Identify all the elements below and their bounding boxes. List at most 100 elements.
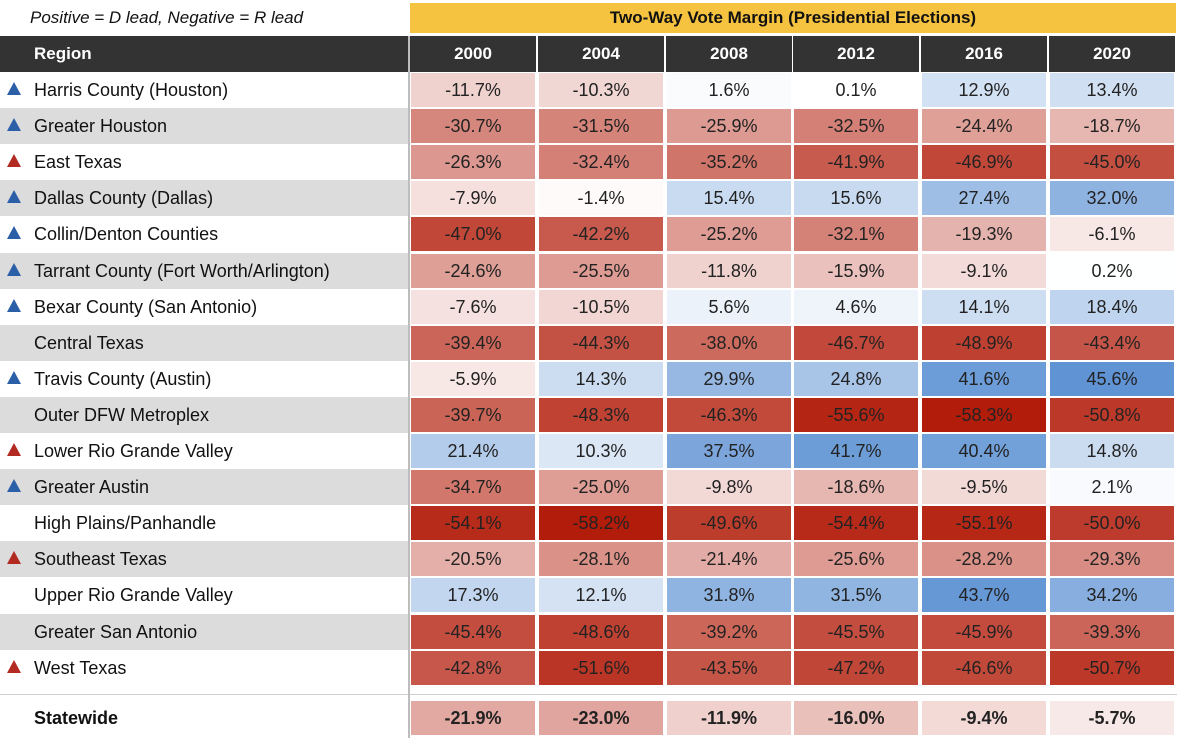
- margin-cell-2000: -21.9%: [411, 701, 535, 735]
- margin-cell-2004: -32.4%: [539, 145, 663, 180]
- margin-cell-2004: -25.5%: [539, 253, 663, 288]
- margin-cell-2020: 34.2%: [1050, 578, 1174, 613]
- margin-cell-2000: -54.1%: [411, 506, 535, 541]
- margin-cell-2008: -9.8%: [667, 470, 791, 505]
- margin-cell-2020: 45.6%: [1050, 361, 1174, 396]
- region-name: Dallas County (Dallas): [34, 188, 214, 209]
- table-row: Dallas County (Dallas) -7.9% -1.4% 15.4% 15.…: [0, 180, 1177, 217]
- margin-cell-2000: -34.7%: [411, 470, 535, 505]
- region-name: East Texas: [34, 152, 122, 173]
- region-name: Upper Rio Grande Valley: [34, 585, 233, 606]
- region-name: Outer DFW Metroplex: [34, 404, 210, 425]
- margin-cell-2020: 18.4%: [1050, 289, 1174, 324]
- margin-cell-2008: -11.9%: [667, 701, 791, 735]
- margin-cell-2012: -47.2%: [794, 650, 918, 685]
- region-name: Lower Rio Grande Valley: [34, 441, 233, 461]
- table-row: Bexar County (San Antonio) -7.6% -10.5% 5.6…: [0, 289, 1177, 325]
- margin-cell-2020: -45.0%: [1050, 145, 1174, 180]
- table-row: Greater Houston -30.7% -31.5% -25.9% -32.5% -…: [0, 108, 1177, 145]
- region-name: Travis County (Austin): [34, 368, 212, 389]
- margin-cell-2008: 5.6%: [667, 289, 791, 324]
- margin-cell-2016: -28.2%: [922, 542, 1046, 577]
- region-label: Upper Rio Grande Valley: [0, 577, 408, 613]
- header-year-2000: 2000: [410, 36, 536, 72]
- region-label: Central Texas: [0, 324, 408, 361]
- margin-cell-2008: -46.3%: [667, 397, 791, 432]
- margin-cell-2004: -48.3%: [539, 397, 663, 432]
- blue-up-triangle-icon: [7, 479, 21, 493]
- margin-cell-2016: -46.6%: [922, 650, 1046, 685]
- region-label: Greater Austin: [0, 469, 408, 506]
- region-label: Dallas County (Dallas): [0, 180, 408, 217]
- margin-cell-2008: -35.2%: [667, 145, 791, 180]
- margin-cell-2016: -9.5%: [922, 470, 1046, 505]
- region-label: Bexar County (San Antonio): [0, 289, 408, 325]
- blue-up-triangle-icon: [7, 118, 21, 132]
- margin-cell-2020: 0.2%: [1050, 253, 1174, 288]
- margin-cell-2020: -43.4%: [1050, 325, 1174, 360]
- margin-cell-2004: -58.2%: [539, 506, 663, 541]
- margin-cell-2004: -10.5%: [539, 289, 663, 324]
- margin-cell-2016: -55.1%: [922, 506, 1046, 541]
- margin-cell-2000: -7.9%: [411, 181, 535, 216]
- margin-cell-2020: -50.0%: [1050, 506, 1174, 541]
- margin-cell-2004: -48.6%: [539, 614, 663, 649]
- column-separator: [408, 36, 410, 738]
- region-label: High Plains/Panhandle: [0, 505, 408, 541]
- margin-cell-2020: -50.8%: [1050, 397, 1174, 432]
- margin-cell-2008: -39.2%: [667, 614, 791, 649]
- table-row: Central Texas -39.4% -44.3% -38.0% -46.7% -48…: [0, 324, 1177, 361]
- table-row: East Texas -26.3% -32.4% -35.2% -41.9% -46.9%…: [0, 144, 1177, 180]
- margin-cell-2020: -50.7%: [1050, 650, 1174, 685]
- margin-cell-2004: 14.3%: [539, 361, 663, 396]
- region-name: Central Texas: [34, 332, 144, 353]
- margin-cell-2020: 13.4%: [1050, 73, 1174, 107]
- table-row: Travis County (Austin) -5.9% 14.3% 29.9% 24.…: [0, 361, 1177, 397]
- margin-cell-2012: 4.6%: [794, 289, 918, 324]
- red-up-triangle-icon: [7, 154, 21, 168]
- header-year-2016: 2016: [921, 36, 1047, 72]
- margin-cell-2012: -55.6%: [794, 397, 918, 432]
- table-row: Upper Rio Grande Valley 17.3% 12.1% 31.8% 31…: [0, 577, 1177, 613]
- region-label: Greater Houston: [0, 108, 408, 145]
- margin-cell-2008: -25.9%: [667, 109, 791, 144]
- margin-cell-2004: -31.5%: [539, 109, 663, 144]
- margin-cell-2016: -46.9%: [922, 145, 1046, 180]
- region-label: Lower Rio Grande Valley: [0, 433, 408, 469]
- region-label: Greater San Antonio: [0, 613, 408, 650]
- margin-cell-2012: -18.6%: [794, 470, 918, 505]
- table-row: West Texas -42.8% -51.6% -43.5% -47.2% -46.6%…: [0, 650, 1177, 686]
- region-name: Greater Houston: [34, 116, 168, 137]
- blue-up-triangle-icon: [7, 370, 21, 384]
- margin-cell-2000: -39.7%: [411, 397, 535, 432]
- margin-cell-2004: -25.0%: [539, 470, 663, 505]
- red-up-triangle-icon: [7, 659, 21, 673]
- margin-cell-2008: -43.5%: [667, 650, 791, 685]
- margin-cell-2004: 10.3%: [539, 434, 663, 468]
- blue-up-triangle-icon: [7, 262, 21, 276]
- region-label: Southeast Texas: [0, 541, 408, 578]
- margin-cell-2012: -32.5%: [794, 109, 918, 144]
- header-year-2012: 2012: [793, 36, 919, 72]
- region-name: Greater Austin: [34, 477, 150, 498]
- margin-cell-2004: -42.2%: [539, 217, 663, 252]
- margin-cell-2008: -38.0%: [667, 325, 791, 360]
- margin-cell-2012: -46.7%: [794, 325, 918, 360]
- header-year-2004: 2004: [538, 36, 664, 72]
- table-row: Outer DFW Metroplex -39.7% -48.3% -46.3% -55…: [0, 396, 1177, 433]
- region-name: Statewide: [34, 708, 119, 728]
- table-row: Tarrant County (Fort Worth/Arlington) -24…: [0, 252, 1177, 289]
- margin-cell-2020: 32.0%: [1050, 181, 1174, 216]
- table-row: Greater Austin -34.7% -25.0% -9.8% -18.6% -9.…: [0, 469, 1177, 506]
- blue-up-triangle-icon: [7, 190, 21, 204]
- region-label: Tarrant County (Fort Worth/Arlington): [0, 252, 408, 289]
- margin-cell-2000: -24.6%: [411, 253, 535, 288]
- margin-cell-2008: -25.2%: [667, 217, 791, 252]
- margin-cell-2008: -11.8%: [667, 253, 791, 288]
- blue-up-triangle-icon: [7, 82, 21, 95]
- margin-cell-2012: -25.6%: [794, 542, 918, 577]
- margin-cell-2020: 14.8%: [1050, 434, 1174, 468]
- table-row: Lower Rio Grande Valley 21.4% 10.3% 37.5% 41…: [0, 433, 1177, 469]
- margin-cell-2020: -6.1%: [1050, 217, 1174, 252]
